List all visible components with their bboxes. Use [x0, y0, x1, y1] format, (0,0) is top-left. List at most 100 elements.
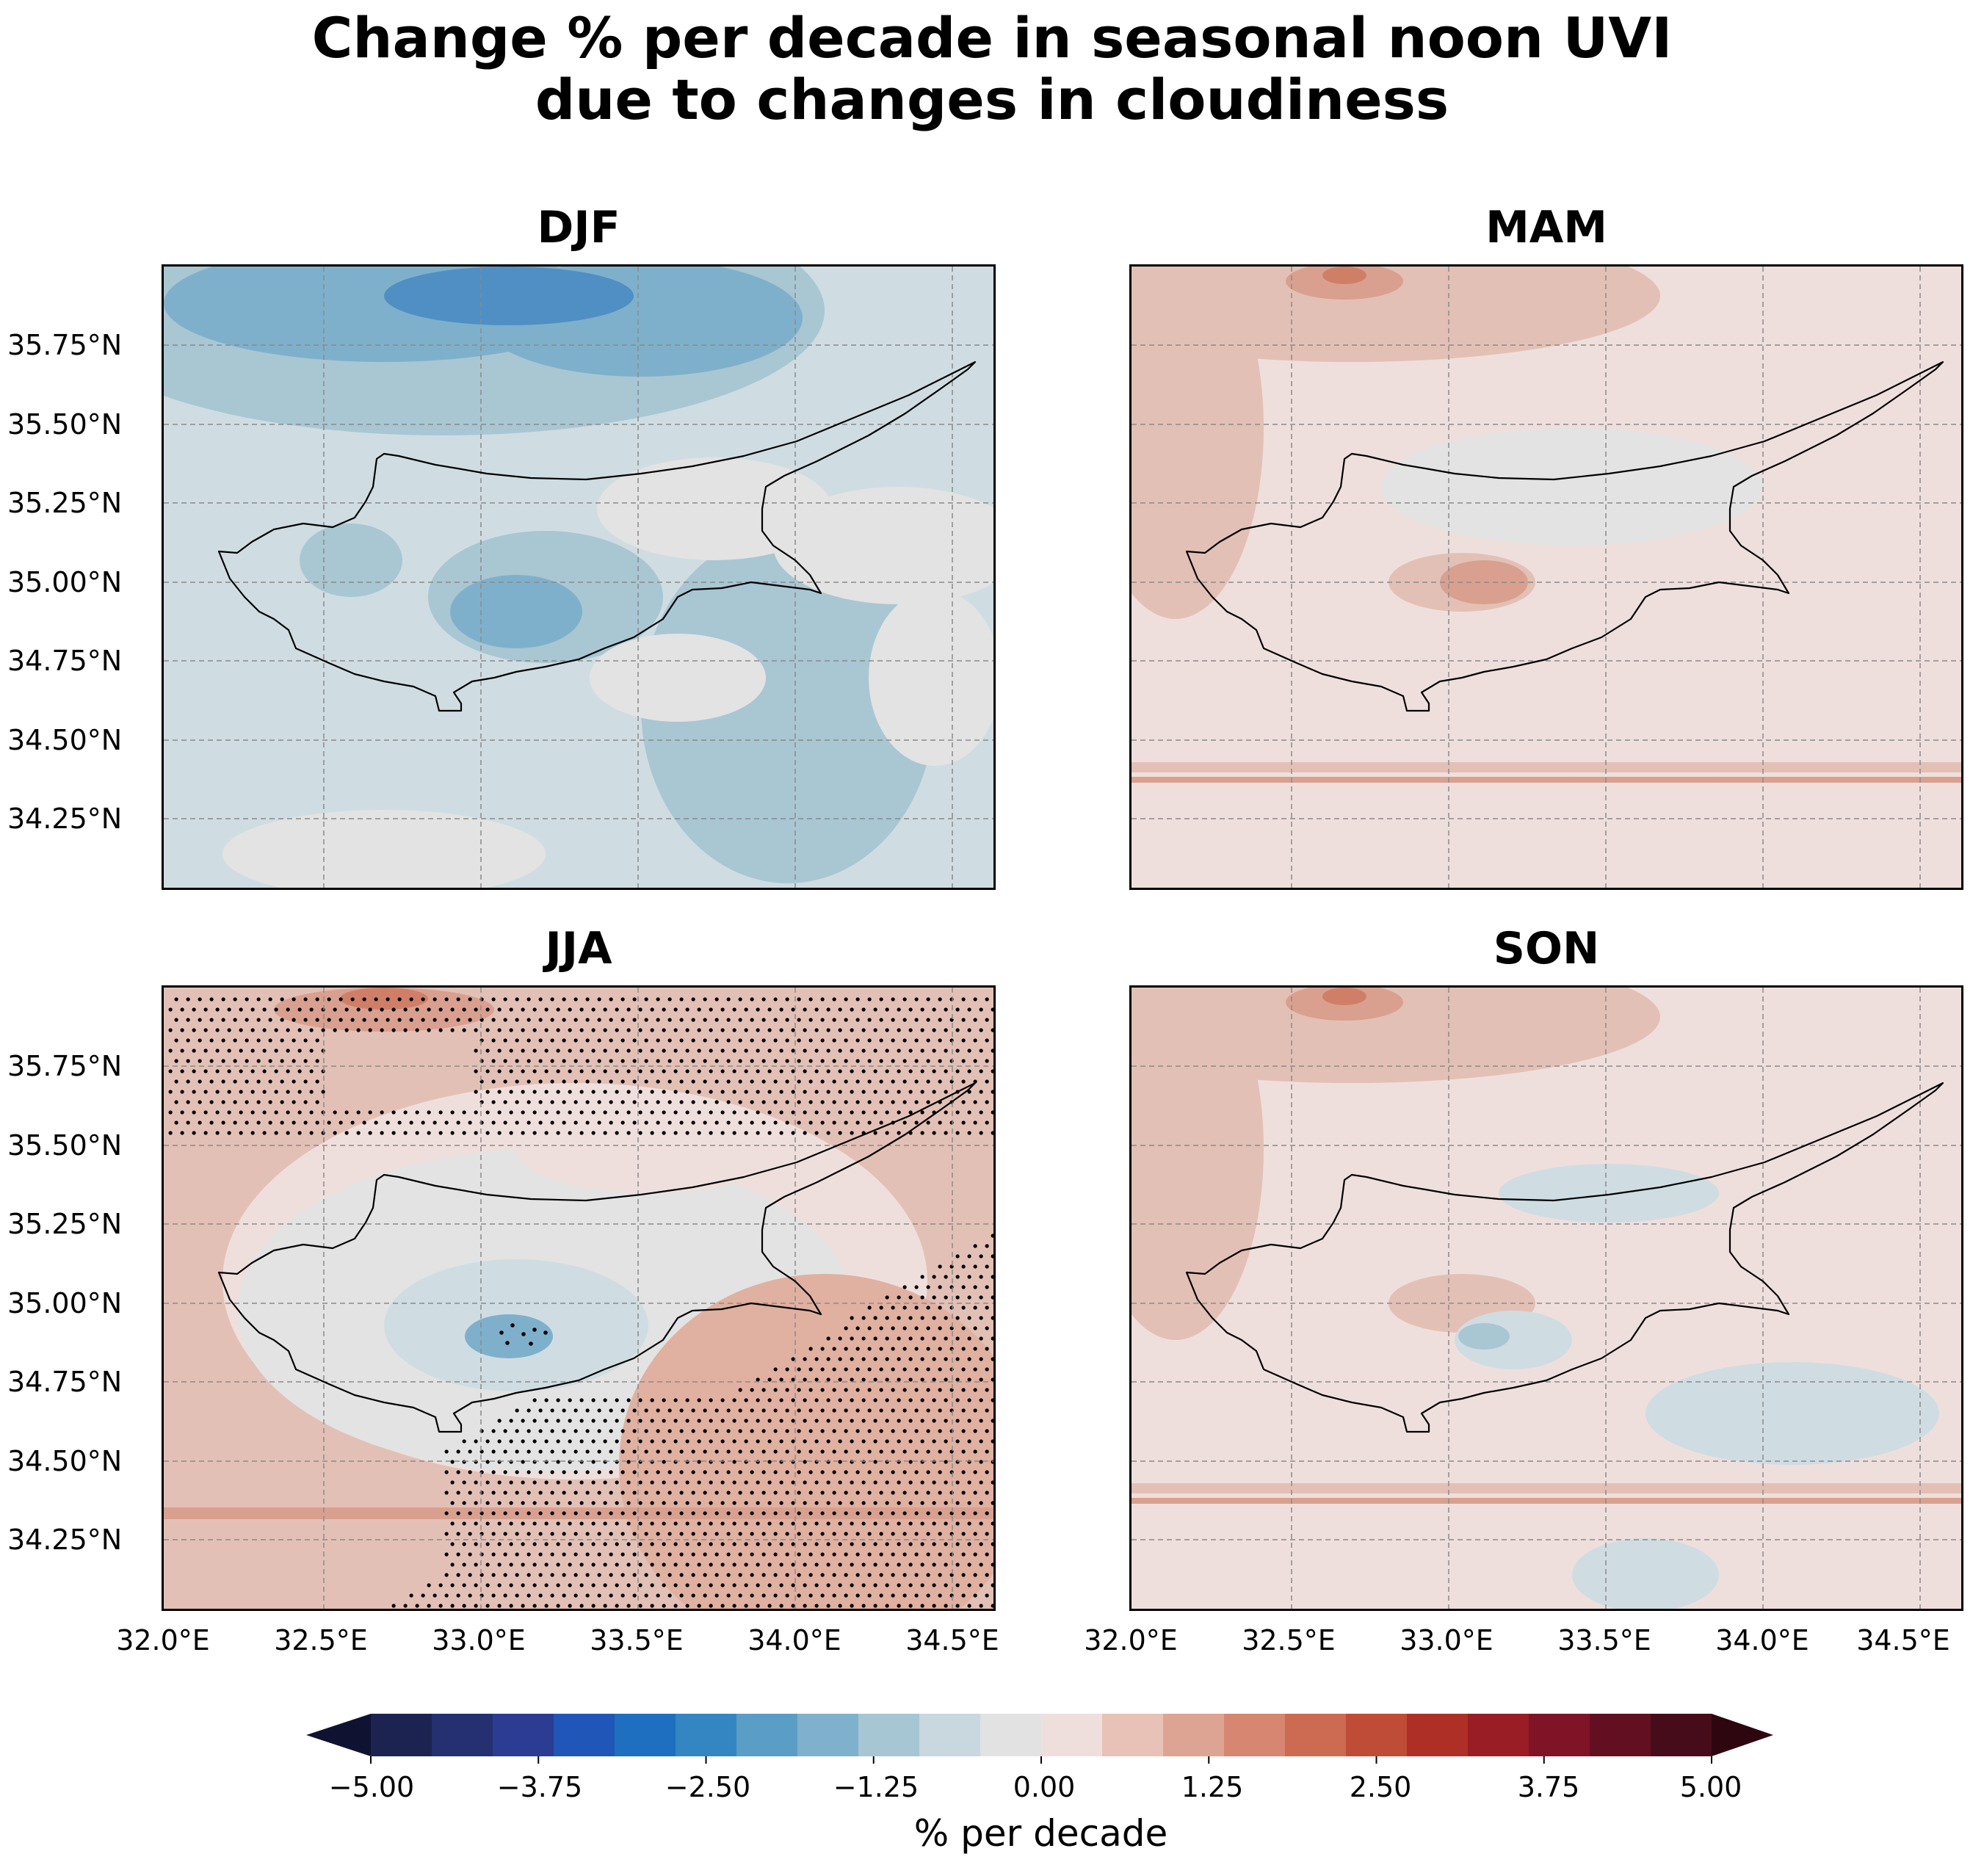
stipple-dot [344, 1028, 349, 1032]
stipple-dot [632, 1532, 637, 1536]
stipple-dot [603, 1501, 607, 1505]
stipple-dot [209, 1120, 214, 1125]
stipple-dot [873, 1049, 877, 1053]
stipple-dot [797, 1573, 801, 1577]
stipple-dot [767, 1069, 772, 1073]
colorbar-swatch [1651, 1714, 1712, 1756]
stipple-dot [926, 1038, 930, 1043]
stipple-dot [897, 1398, 901, 1402]
stipple-dot [808, 1120, 813, 1125]
stipple-dot [914, 1285, 919, 1289]
stipple-dot [797, 1532, 801, 1536]
stipple-dot [902, 1532, 907, 1536]
stipple-dot [591, 1049, 595, 1053]
stipple-dot [509, 1069, 513, 1073]
colorbar-swatch [554, 1714, 615, 1756]
stipple-dot [879, 1491, 883, 1495]
stipple-dot [967, 1604, 971, 1608]
stipple-dot [626, 1460, 631, 1464]
stipple-dot [338, 997, 343, 1002]
stipple-dot [450, 1583, 455, 1587]
stipple-dot [526, 997, 531, 1002]
contour-fill [164, 1507, 993, 1519]
stipple-dot [985, 1429, 989, 1433]
stipple-dot [767, 1521, 772, 1526]
x-tick-label: 34.5°E [1856, 1624, 1950, 1656]
stipple-dot [867, 1305, 872, 1310]
stipple-dot [732, 1604, 736, 1608]
stipple-dot [521, 1480, 525, 1485]
stipple-dot [615, 1542, 619, 1546]
stipple-dot [303, 1038, 308, 1043]
stipple-dot [979, 1439, 983, 1444]
stipple-dot [761, 1038, 766, 1043]
stipple-dot [626, 1439, 631, 1444]
stipple-dot [292, 1120, 296, 1125]
stipple-dot [926, 1347, 930, 1351]
stipple-dot [914, 1059, 919, 1063]
stipple-dot [991, 1049, 993, 1053]
stipple-dot [955, 1316, 960, 1320]
stipple-dot [732, 1069, 736, 1073]
stipple-dot [902, 1491, 907, 1495]
stipple-dot [938, 1347, 942, 1351]
stipple-dot [532, 1460, 537, 1464]
stipple-dot [791, 1007, 795, 1012]
stipple-dot [785, 1388, 789, 1392]
stipple-dot [174, 1079, 178, 1084]
gridlines [164, 988, 993, 1609]
stipple-dot [738, 1018, 742, 1022]
stipple-dot [526, 1018, 531, 1022]
stipple-dot [855, 1100, 860, 1104]
stipple-dot [979, 1377, 983, 1382]
stipple-dot [785, 1079, 789, 1084]
stipple-dot [814, 1049, 819, 1053]
stipple-dot [573, 1038, 578, 1043]
stipple-dot [908, 1090, 913, 1094]
stipple-dot [920, 1336, 924, 1341]
stipple-dot [756, 1521, 760, 1526]
stipple-dot [820, 1449, 825, 1454]
stipple-dot [985, 1511, 989, 1515]
panel-title-jja: JJA [545, 923, 612, 974]
stipple-dot [973, 1429, 977, 1433]
stipple-dot [297, 1028, 302, 1032]
stipple-dot [979, 1419, 983, 1423]
stipple-dot [914, 1593, 919, 1598]
stipple-dot [615, 1562, 619, 1567]
stipple-dot [526, 1120, 531, 1125]
stipple-dot [505, 1341, 510, 1345]
stipple-dot [885, 1562, 889, 1567]
stipple-dot [773, 1552, 778, 1557]
stipple-dot [820, 1491, 825, 1495]
stipple-dot [797, 1470, 801, 1474]
stipple-dot [803, 1110, 807, 1115]
stipple-dot [644, 1573, 648, 1577]
stipple-dot [456, 997, 460, 1002]
stipple-dot [556, 1398, 560, 1402]
stipple-dot [703, 1593, 707, 1598]
stipple-dot [573, 1552, 578, 1557]
stipple-dot [180, 1110, 184, 1115]
stipple-dot [932, 1028, 936, 1032]
stipple-dot [385, 1120, 390, 1125]
stipple-dot [944, 1583, 948, 1587]
stipple-dot [808, 1593, 813, 1598]
stipple-dot [838, 1439, 842, 1444]
stipple-dot [750, 1018, 754, 1022]
stipple-dot [985, 1305, 989, 1310]
stipple-dot [515, 1408, 519, 1413]
stipple-dot [691, 1552, 695, 1557]
stipple-dot [626, 1007, 631, 1012]
stipple-dot [450, 1521, 455, 1526]
stipple-dot [468, 1593, 472, 1598]
stipple-dot [521, 1007, 525, 1012]
stipple-dot [374, 1120, 378, 1125]
stipple-dot [967, 1419, 971, 1423]
stipple-dot [315, 1059, 319, 1063]
stipple-dot [703, 997, 707, 1002]
stipple-dot [867, 1511, 872, 1515]
stipple-dot [468, 1470, 472, 1474]
stipple-dot [914, 1038, 919, 1043]
stipple-dot [926, 1326, 930, 1330]
